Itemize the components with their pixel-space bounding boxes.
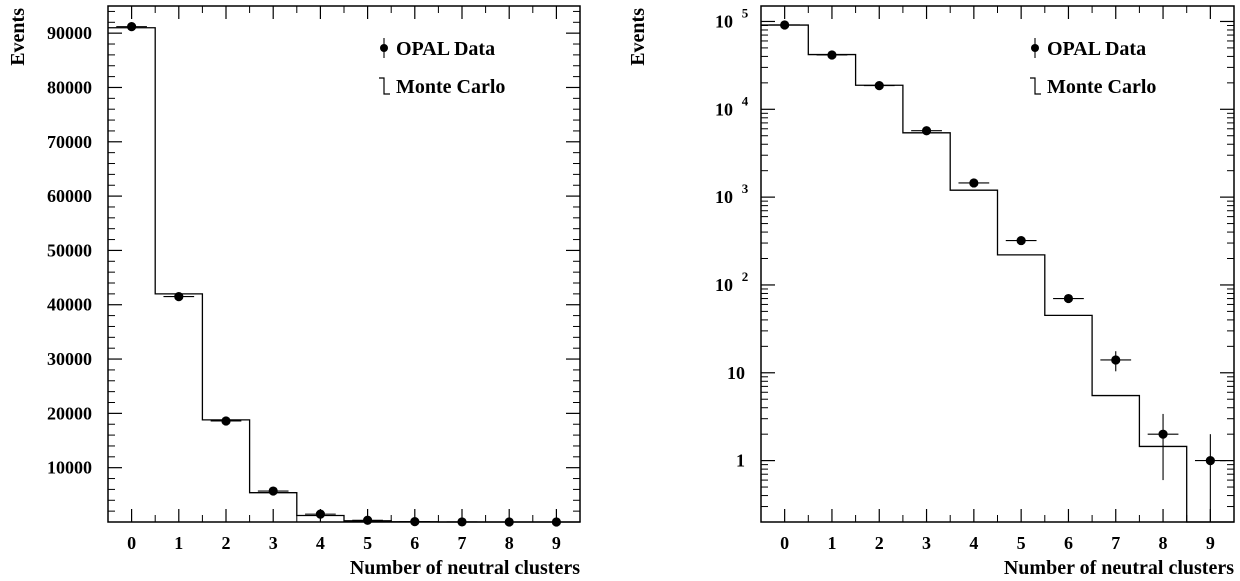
chart-1-data-point (921, 126, 932, 136)
chart-0-x-tick-label: 9 (552, 533, 561, 553)
chart-1-legend-label-mc: Monte Carlo (1047, 76, 1156, 98)
chart-0-x-tick-label: 5 (363, 533, 372, 553)
chart-1-y-tick-label: 1 (736, 451, 745, 471)
chart-1-y-axis-title: Events (627, 8, 649, 66)
chart-1-y-tick-exponent: 2 (742, 269, 749, 284)
chart-1-x-tick-label: 1 (827, 533, 836, 553)
chart-0-data-point (504, 517, 514, 527)
chart-1-y-tick-label: 10 (715, 11, 733, 31)
chart-1-legend-label-data: OPAL Data (1047, 38, 1146, 60)
chart-0-y-tick-label: 90000 (47, 23, 92, 43)
chart-1-data-point (874, 81, 884, 91)
chart-0-data-point (363, 515, 373, 525)
chart-0-y-tick-label: 50000 (47, 240, 92, 260)
chart-1-data-point (1063, 293, 1074, 304)
chart-0-x-tick-label: 2 (222, 533, 231, 553)
chart-1-x-tick-label: 5 (1017, 533, 1026, 553)
chart-1-y-tick-label: 10 (715, 187, 733, 207)
chart-1-x-tick-label: 6 (1064, 533, 1073, 553)
chart-0-y-tick-label: 10000 (47, 458, 92, 478)
chart-1-y-tick-exponent: 4 (742, 93, 749, 108)
chart-0-data-point (127, 22, 137, 32)
chart-1-x-tick-label: 2 (875, 533, 884, 553)
chart-1-mc-step-line (761, 24, 1234, 523)
chart-1-x-tick-label: 3 (922, 533, 931, 553)
chart-0-legend-label-mc: Monte Carlo (396, 76, 505, 98)
chart-1-x-axis-title: Number of neutral clusters (1004, 557, 1234, 579)
chart-0-data-point (174, 291, 184, 302)
chart-0-y-tick-label: 80000 (47, 77, 92, 97)
chart-0-data-point (315, 509, 325, 519)
chart-0-x-tick-label: 8 (505, 533, 514, 553)
chart-1-y-tick-label: 10 (715, 275, 733, 295)
chart-1-y-tick-label: 10 (715, 99, 733, 119)
chart-1-x-tick-label: 0 (780, 533, 789, 553)
chart-1-data-point (1111, 355, 1121, 365)
chart-1-y-tick-exponent: 3 (742, 181, 749, 196)
chart-0-x-tick-label: 1 (174, 533, 183, 553)
chart-1-legend-marker-mc (1030, 77, 1041, 95)
chart-1-data-point (780, 20, 790, 30)
chart-1-x-tick-label: 4 (969, 533, 978, 553)
chart-0-data-point (268, 486, 278, 496)
chart-1-x-tick-label: 7 (1111, 533, 1120, 553)
chart-0-y-tick-label: 70000 (47, 132, 92, 152)
chart-0-frame (107, 5, 581, 523)
chart-0-y-tick-label: 40000 (47, 295, 92, 315)
chart-1-y-tick-label: 10 (727, 363, 745, 383)
chart-0-x-tick-label: 7 (458, 533, 467, 553)
chart-0-x-axis-title: Number of neutral clusters (350, 557, 580, 579)
chart-log: 0 1 2 3 4 5 6 7 8 9 1 10 10 2 10 3 10 4 10 5 Number of neutr… (627, 5, 1235, 579)
chart-0-y-tick-label: 60000 (47, 186, 92, 206)
chart-0-y-tick-label: 20000 (47, 403, 92, 423)
chart-linear: 0 1 2 3 4 5 6 7 8 9 10000 20000 30000 40000 50000 60000… (7, 5, 581, 579)
chart-0-x-tick-label: 3 (269, 533, 278, 553)
chart-1-data-point (1158, 429, 1168, 439)
chart-0-data-point (551, 517, 562, 527)
chart-0-legend-marker-mc (379, 77, 390, 95)
chart-1-x-tick-label: 8 (1159, 533, 1168, 553)
chart-0-y-axis-title: Events (7, 8, 29, 66)
chart-1-data-point (969, 178, 979, 188)
chart-0-x-tick-label: 4 (316, 533, 325, 553)
chart-0-data-point (410, 517, 420, 527)
chart-0-legend-label-data: OPAL Data (396, 38, 495, 60)
chart-1-y-tick-exponent: 5 (742, 5, 749, 20)
chart-1-x-tick-label: 9 (1206, 533, 1215, 553)
chart-0-mc-step-line (108, 27, 581, 523)
chart-0-x-tick-label: 6 (410, 533, 419, 553)
chart-1-data-point (1016, 235, 1026, 246)
chart-1-data-point (1205, 456, 1215, 466)
chart-0-x-tick-label: 0 (127, 533, 136, 553)
chart-0-data-point (457, 517, 467, 527)
chart-0-data-point (221, 416, 231, 426)
chart-0-y-tick-label: 30000 (47, 349, 92, 369)
chart-1-data-point (827, 50, 837, 60)
